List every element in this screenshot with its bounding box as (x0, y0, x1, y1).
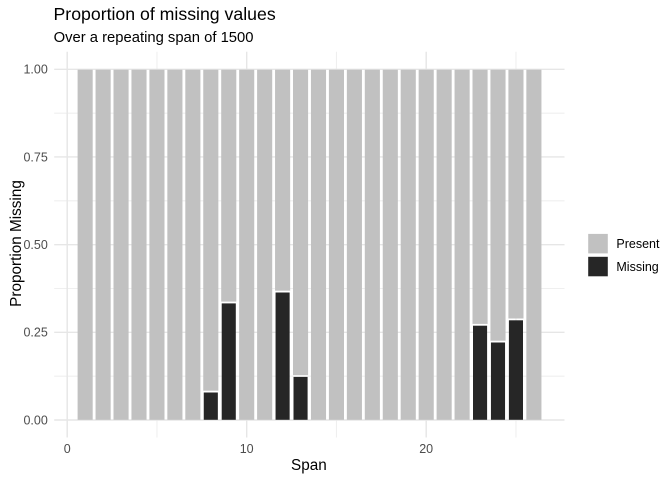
svg-text:Present: Present (616, 237, 660, 251)
svg-text:Missing: Missing (616, 260, 658, 274)
svg-text:1.00: 1.00 (23, 63, 47, 77)
svg-text:20: 20 (419, 442, 433, 456)
svg-text:Proportion Missing: Proportion Missing (8, 180, 25, 307)
svg-text:0: 0 (64, 442, 71, 456)
svg-text:0.75: 0.75 (23, 150, 47, 164)
svg-text:Span: Span (291, 457, 327, 474)
svg-text:0.25: 0.25 (23, 326, 47, 340)
svg-text:0.00: 0.00 (23, 413, 47, 427)
svg-text:Proportion of missing values: Proportion of missing values (54, 4, 276, 24)
svg-text:Over a repeating span of 1500: Over a repeating span of 1500 (54, 30, 254, 46)
svg-text:10: 10 (240, 442, 254, 456)
svg-text:0.50: 0.50 (23, 238, 47, 252)
